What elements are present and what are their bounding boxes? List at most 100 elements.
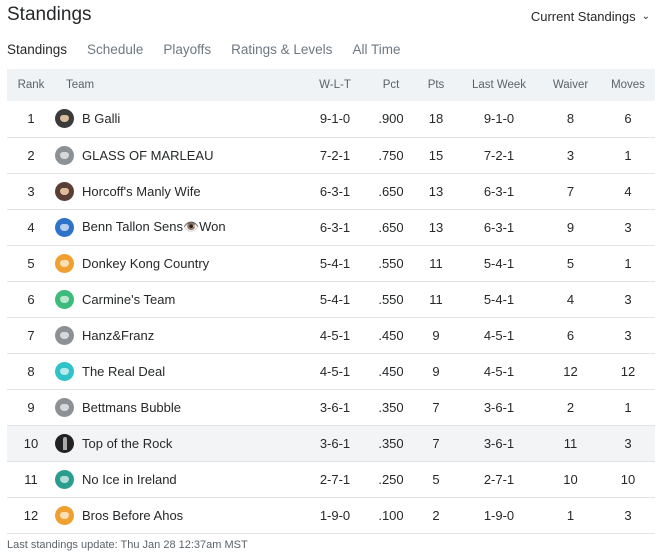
- moves-cell: 3: [624, 435, 632, 451]
- team-link[interactable]: GLASS OF MARLEAU: [55, 145, 302, 165]
- pct-cell: .650: [378, 183, 404, 199]
- team-name: The Real Deal: [82, 363, 166, 379]
- pts-cell: 11: [429, 255, 443, 271]
- standings-view-dropdown[interactable]: Current Standings ⌄: [531, 9, 650, 24]
- team-link[interactable]: Donkey Kong Country: [55, 253, 302, 273]
- moves-cell: 3: [624, 507, 632, 523]
- wlt-cell: 5-4-1: [319, 291, 351, 307]
- pct-cell: .650: [378, 219, 404, 235]
- team-cell: GLASS OF MARLEAU: [55, 137, 302, 173]
- team-link[interactable]: No Ice in Ireland: [55, 469, 302, 489]
- team-link[interactable]: Carmine's Team: [55, 289, 302, 309]
- pts-cell: 13: [428, 219, 444, 235]
- last-week-cell: 5-4-1: [483, 291, 515, 307]
- waiver-cell: 12: [563, 363, 578, 379]
- rank-cell: 8: [27, 363, 35, 379]
- team-name: Top of the Rock: [82, 435, 173, 451]
- table-row: 11 No Ice in Ireland 2-7-1 .250 5 2-7-1 10 10: [7, 461, 655, 497]
- last-update-text: Last standings update: Thu Jan 28 12:37a…: [7, 539, 248, 551]
- last-week-cell: 3-6-1: [483, 435, 515, 451]
- pct-cell: .350: [378, 399, 404, 415]
- team-name: Carmine's Team: [82, 291, 176, 307]
- team-cell: Horcoff's Manly Wife: [55, 173, 302, 209]
- team-cell: No Ice in Ireland: [55, 461, 302, 497]
- column-header-last-week[interactable]: Last Week: [471, 79, 527, 91]
- column-header-pct[interactable]: Pct: [382, 79, 400, 91]
- tab-schedule[interactable]: Schedule: [87, 42, 144, 57]
- team-cell: Top of the Rock: [55, 425, 302, 461]
- moves-cell: 3: [624, 327, 632, 343]
- wlt-cell: 3-6-1: [319, 399, 351, 415]
- team-avatar-icon: [55, 505, 74, 525]
- pts-cell: 9: [432, 363, 440, 379]
- pct-cell: .350: [378, 435, 404, 451]
- tab-bar: Standings Schedule Playoffs Ratings & Le…: [7, 42, 420, 62]
- team-cell: The Real Deal: [55, 353, 302, 389]
- waiver-cell: 4: [566, 291, 575, 307]
- chevron-down-icon: ⌄: [641, 11, 650, 22]
- table-row: 7 Hanz&Franz 4-5-1 .450 9 4-5-1 6 3: [7, 317, 655, 353]
- moves-cell: 1: [624, 255, 632, 271]
- default-avatar-icon: [55, 397, 74, 417]
- standings-table: Rank Team W-L-T Pct Pts Last Week Waiver…: [7, 69, 655, 534]
- rank-cell: 9: [27, 399, 35, 415]
- team-link[interactable]: Hanz&Franz: [55, 325, 302, 345]
- last-week-cell: 3-6-1: [483, 399, 515, 415]
- column-header-wlt[interactable]: W-L-T: [319, 79, 351, 91]
- waiver-cell: 9: [566, 219, 575, 235]
- team-link[interactable]: Top of the Rock: [55, 433, 302, 453]
- moves-cell: 3: [624, 291, 632, 307]
- team-link[interactable]: The Real Deal: [55, 361, 302, 381]
- wlt-cell: 6-3-1: [319, 219, 351, 235]
- moves-cell: 6: [624, 111, 632, 127]
- team-avatar-icon: [55, 289, 74, 309]
- column-header-waiver[interactable]: Waiver: [552, 79, 589, 91]
- waiver-cell: 3: [566, 147, 575, 163]
- team-link[interactable]: B Galli: [55, 109, 302, 129]
- team-cell: Carmine's Team: [55, 281, 302, 317]
- tab-ratings-levels[interactable]: Ratings & Levels: [231, 42, 333, 57]
- team-name: B Galli: [82, 111, 121, 127]
- waiver-cell: 1: [566, 507, 575, 523]
- pct-cell: .900: [378, 111, 404, 127]
- team-link[interactable]: Horcoff's Manly Wife: [55, 181, 302, 201]
- moves-cell: 1: [624, 147, 632, 163]
- table-header-row: Rank Team W-L-T Pct Pts Last Week Waiver…: [7, 69, 655, 101]
- last-week-cell: 4-5-1: [483, 363, 515, 379]
- tab-playoffs[interactable]: Playoffs: [163, 42, 212, 57]
- table-row: 2 GLASS OF MARLEAU 7-2-1 .750 15 7-2-1 3 1: [7, 137, 655, 173]
- team-link[interactable]: Bros Before Ahos: [55, 505, 302, 525]
- wlt-cell: 6-3-1: [319, 183, 351, 199]
- column-header-team[interactable]: Team: [66, 79, 95, 91]
- column-header-rank[interactable]: Rank: [17, 79, 45, 91]
- table-row: 8 The Real Deal 4-5-1 .450 9 4-5-1 12 12: [7, 353, 655, 389]
- rank-cell: 3: [27, 183, 35, 199]
- team-name: Bettmans Bubble: [82, 399, 182, 415]
- rank-cell: 10: [23, 435, 39, 451]
- team-name: No Ice in Ireland: [82, 471, 177, 487]
- pts-cell: 7: [432, 399, 440, 415]
- last-week-cell: 6-3-1: [483, 219, 515, 235]
- tab-standings[interactable]: Standings: [7, 42, 68, 57]
- page-header: Standings Current Standings ⌄: [7, 4, 655, 30]
- team-name: Horcoff's Manly Wife: [82, 183, 201, 199]
- column-header-moves[interactable]: Moves: [611, 79, 645, 91]
- last-week-cell: 2-7-1: [483, 471, 515, 487]
- pts-cell: 2: [432, 507, 440, 523]
- team-name: GLASS OF MARLEAU: [82, 147, 214, 163]
- pct-cell: .100: [378, 507, 404, 523]
- wlt-cell: 7-2-1: [319, 147, 351, 163]
- table-row: 10 Top of the Rock 3-6-1 .350 7 3-6-1 11 3: [7, 425, 655, 461]
- waiver-cell: 11: [563, 435, 578, 451]
- team-link[interactable]: Bettmans Bubble: [55, 397, 302, 417]
- rank-cell: 12: [23, 507, 39, 523]
- waiver-cell: 2: [566, 399, 575, 415]
- team-cell: Hanz&Franz: [55, 317, 302, 353]
- team-link[interactable]: Benn Tallon Sens👁️Won: [55, 217, 302, 237]
- pct-cell: .450: [378, 327, 404, 343]
- team-avatar-icon: [55, 217, 74, 237]
- team-name: Hanz&Franz: [82, 327, 155, 343]
- team-name: Bros Before Ahos: [82, 507, 184, 523]
- tab-all-time[interactable]: All Time: [352, 42, 401, 57]
- column-header-pts[interactable]: Pts: [427, 79, 445, 91]
